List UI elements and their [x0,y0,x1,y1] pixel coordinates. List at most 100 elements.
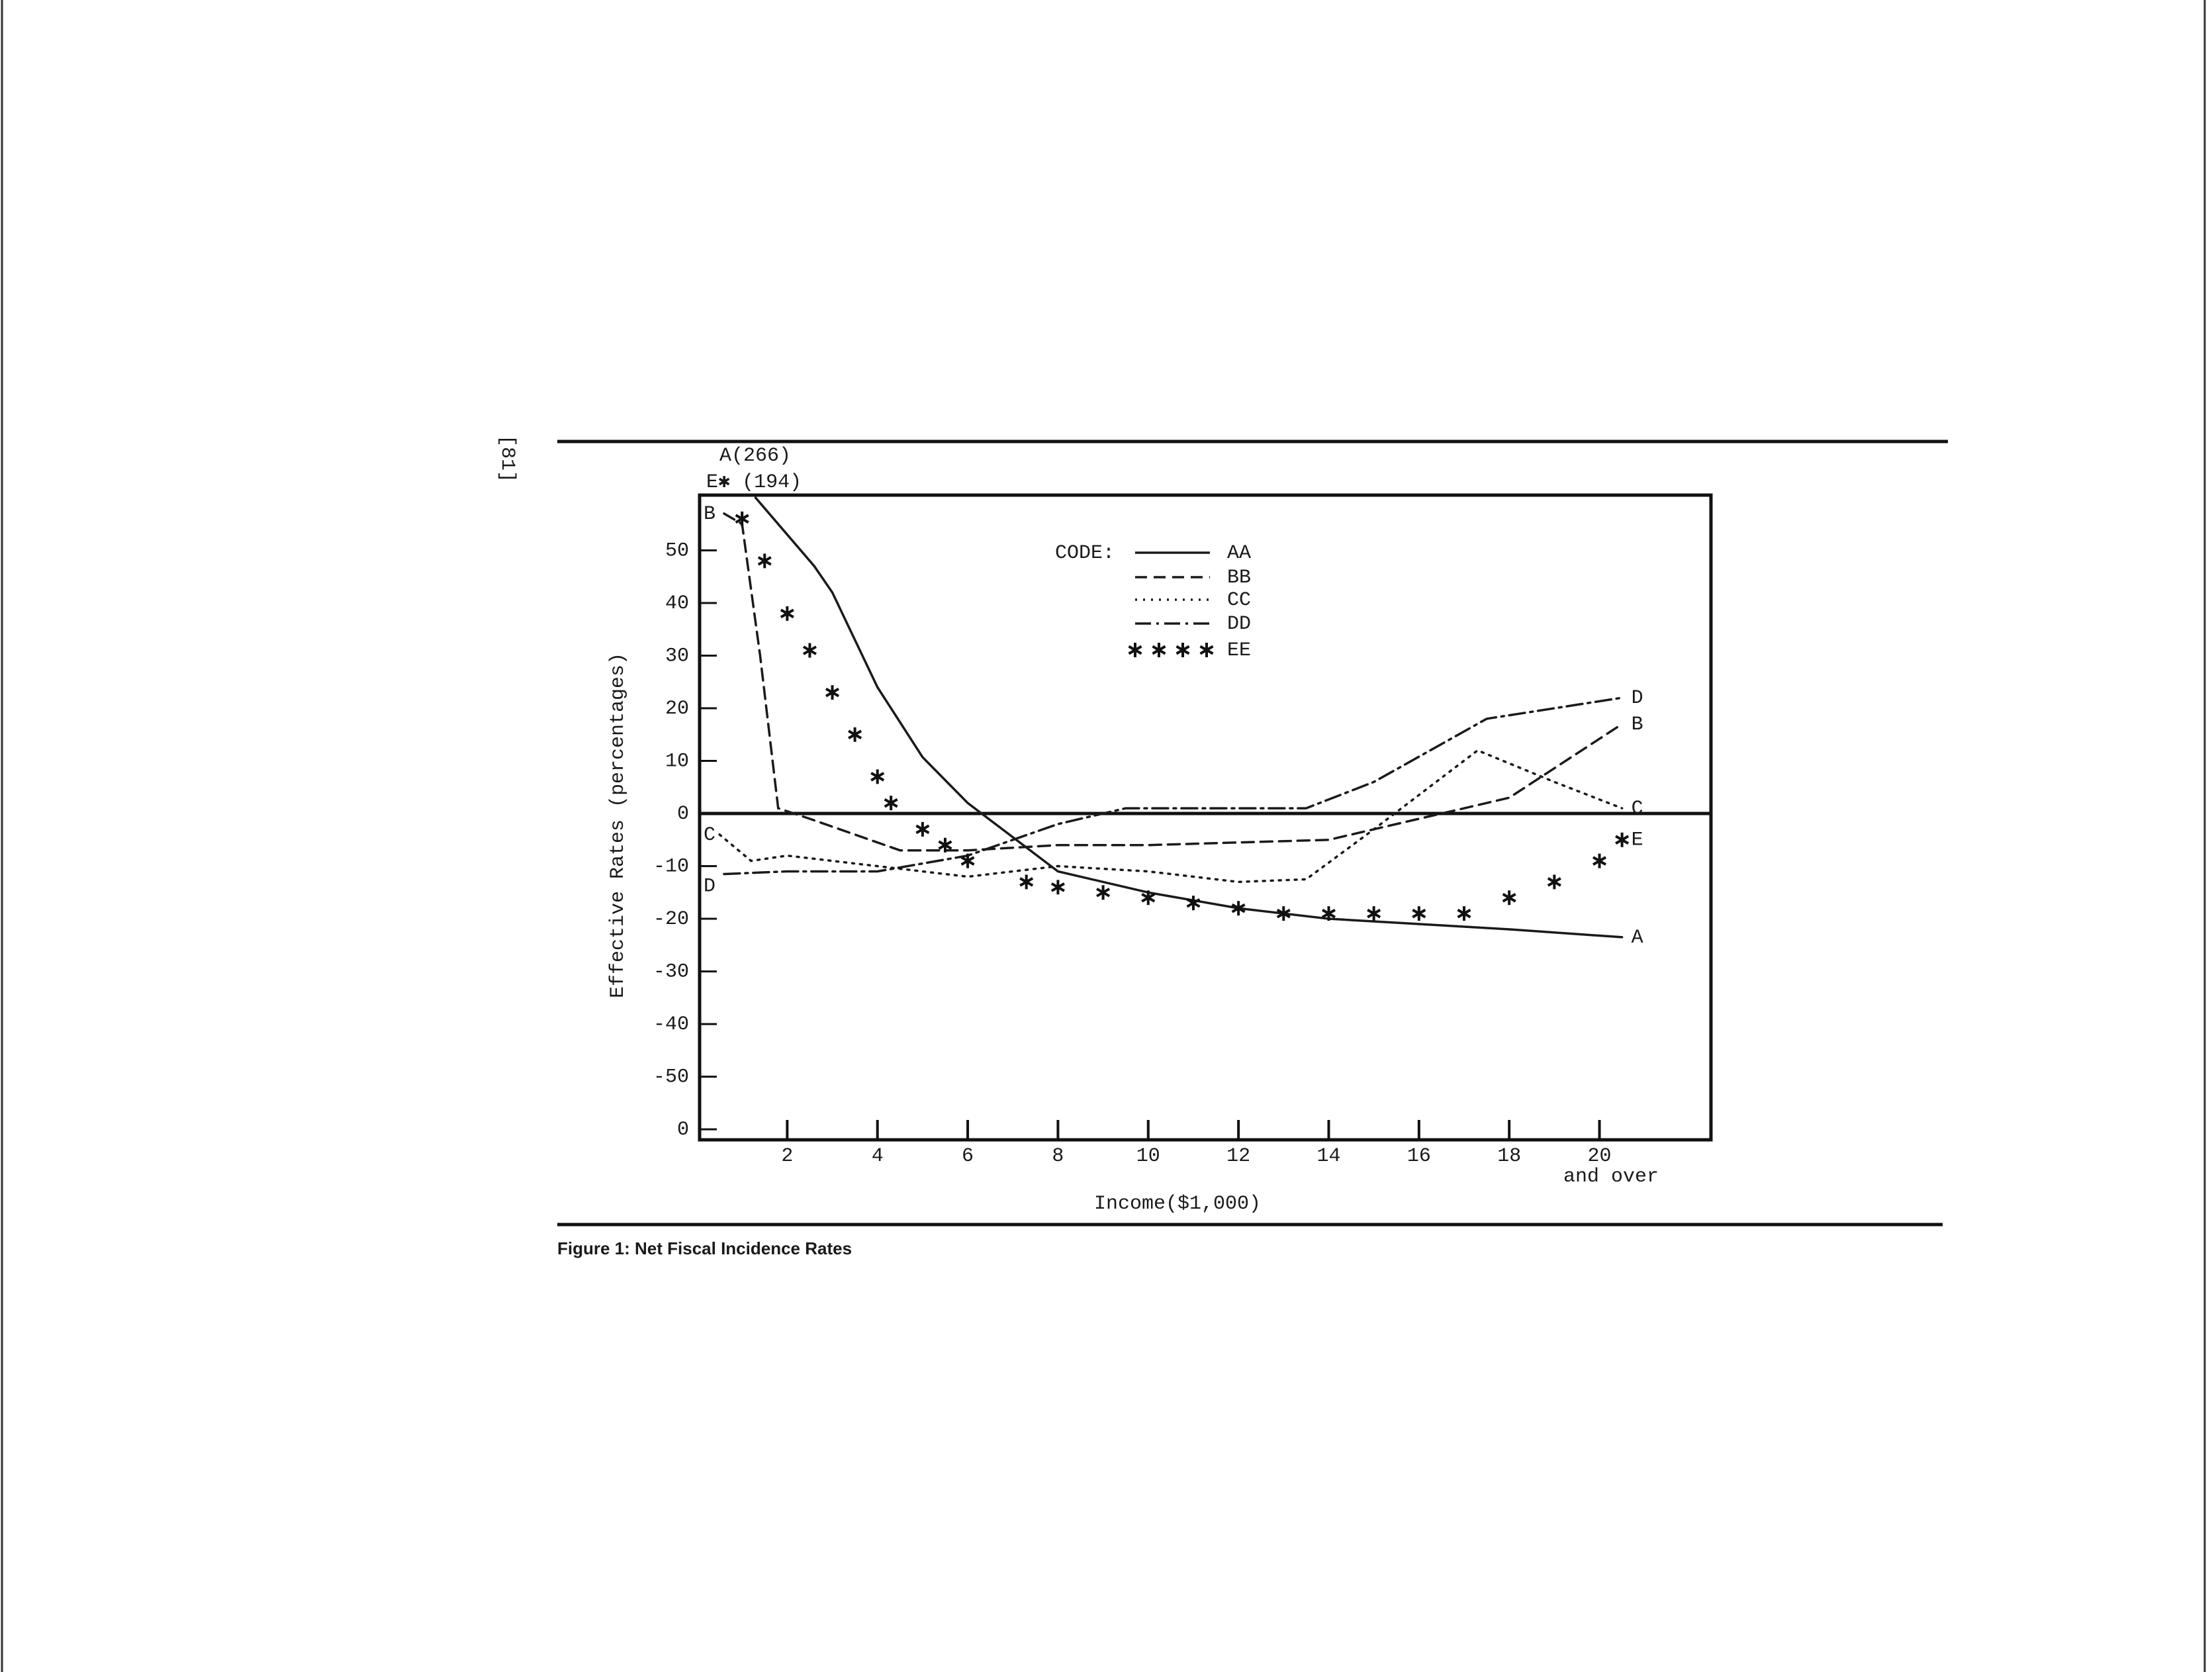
legend-label: CC [1227,589,1251,612]
x-axis-note: and over [1563,1166,1659,1188]
x-tick-label: 14 [1316,1145,1340,1168]
star-marker [1231,901,1246,916]
x-tick-label: 6 [962,1145,974,1168]
star-stroke [960,856,975,866]
star-stroke [1321,908,1336,919]
y-tick-label: 10 [665,750,689,772]
end-label: E [1632,829,1643,852]
start-label: B [704,503,715,526]
series-line [718,749,1624,884]
star-stroke [1276,908,1291,919]
x-tick-label: 8 [1052,1145,1064,1168]
star-marker [1367,906,1381,921]
star-marker [1615,832,1630,847]
star-stroke [1502,893,1516,903]
star-marker [848,727,862,742]
page-number: [81] [496,435,518,483]
star-marker [1050,880,1065,895]
star-stroke [1231,903,1246,913]
star-stroke [1615,835,1630,845]
star-stroke [1152,645,1166,655]
star-marker [1141,890,1156,906]
x-tick-label: 16 [1407,1145,1431,1168]
star-stroke [802,645,817,655]
start-label: A(266) [719,445,791,467]
legend-label: DD [1227,613,1251,635]
y-axis-label: Effective Rates (percentages) [607,653,629,998]
y-tick-label: -50 [653,1066,689,1089]
y-tick-label: 20 [665,698,689,720]
series-line [754,496,1624,939]
y-tick-label: 30 [665,645,689,667]
star-marker [1412,906,1426,921]
x-tick-label: 20 [1588,1145,1612,1168]
star-marker [780,606,794,621]
star-marker [870,769,885,784]
x-tick-label: 2 [781,1145,793,1168]
legend-label: EE [1227,639,1251,662]
star-stroke [848,729,862,740]
star-stroke [1457,908,1471,919]
star-stroke [1592,856,1607,866]
star-stroke [1547,877,1561,887]
star-marker [1321,906,1336,921]
star-stroke [1412,908,1426,919]
star-stroke [735,514,749,524]
star-stroke [1367,908,1381,919]
end-label: D [1632,687,1643,710]
legend-label: AA [1227,542,1251,565]
series-line [723,696,1624,876]
star-stroke [825,687,840,698]
x-tick-label: 4 [872,1145,884,1168]
start-label: D [704,875,715,898]
star-marker [1186,896,1201,911]
star-marker [735,511,749,526]
star-marker [1019,874,1034,890]
plot-frame [698,493,1713,1142]
star-stroke [1019,877,1034,887]
y-tick-label: 0 [677,1119,689,1141]
star-marker [1276,906,1291,921]
star-stroke [915,824,930,835]
star-marker [960,853,975,868]
y-tick-label: 50 [665,539,689,562]
legend-label: BB [1227,567,1251,589]
y-tick-label: 0 [677,803,689,825]
star-stroke [1096,888,1111,898]
x-tick-label: 12 [1226,1145,1250,1168]
star-stroke [938,840,952,850]
star-stroke [780,608,794,619]
star-marker [884,796,898,811]
start-label: C [704,824,715,847]
x-tick-label: 18 [1497,1145,1521,1168]
star-marker [1547,874,1561,890]
star-stroke [1050,882,1065,892]
series-line [723,512,1624,852]
star-marker [1175,643,1190,657]
start-label: E✱ (194) [706,471,802,494]
y-tick-label: -40 [653,1013,689,1036]
star-stroke [1128,645,1142,655]
star-marker [1502,890,1516,906]
star-stroke [884,798,898,808]
star-stroke [757,556,772,566]
star-marker [757,553,772,569]
star-marker [1592,853,1607,868]
y-tick-label: 40 [665,592,689,615]
y-tick-label: -20 [653,908,689,931]
star-marker [938,837,952,853]
star-marker [1096,885,1111,900]
star-stroke [1186,898,1201,908]
star-marker [1128,643,1142,657]
end-label: B [1632,714,1643,736]
star-marker [1152,643,1166,657]
x-axis-label: Income($1,000) [1094,1193,1261,1215]
star-marker [1199,643,1214,657]
star-stroke [1199,645,1214,655]
star-marker [802,643,817,658]
y-tick-label: -30 [653,960,689,983]
star-stroke [1175,645,1190,655]
star-marker [915,821,930,837]
star-stroke [870,772,885,782]
